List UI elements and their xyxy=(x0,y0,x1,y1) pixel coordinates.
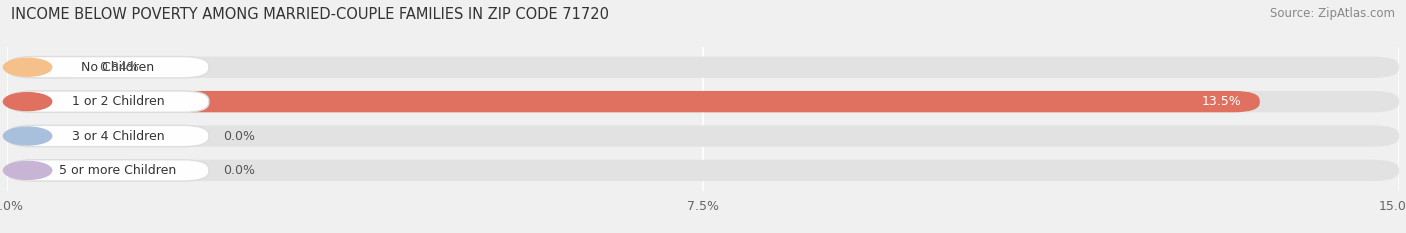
Circle shape xyxy=(3,58,52,76)
Text: 3 or 4 Children: 3 or 4 Children xyxy=(72,130,165,143)
FancyBboxPatch shape xyxy=(7,57,209,78)
Circle shape xyxy=(3,93,52,111)
FancyBboxPatch shape xyxy=(7,125,148,147)
FancyBboxPatch shape xyxy=(7,57,84,78)
Text: 0.0%: 0.0% xyxy=(222,164,254,177)
Text: 0.0%: 0.0% xyxy=(222,130,254,143)
Text: 0.84%: 0.84% xyxy=(98,61,139,74)
Text: No Children: No Children xyxy=(82,61,155,74)
FancyBboxPatch shape xyxy=(7,125,1399,147)
Text: 1 or 2 Children: 1 or 2 Children xyxy=(72,95,165,108)
FancyBboxPatch shape xyxy=(7,91,209,112)
FancyBboxPatch shape xyxy=(7,91,1260,112)
Text: INCOME BELOW POVERTY AMONG MARRIED-COUPLE FAMILIES IN ZIP CODE 71720: INCOME BELOW POVERTY AMONG MARRIED-COUPL… xyxy=(11,7,609,22)
FancyBboxPatch shape xyxy=(7,125,209,147)
FancyBboxPatch shape xyxy=(7,160,148,181)
FancyBboxPatch shape xyxy=(7,160,209,181)
Circle shape xyxy=(3,127,52,145)
Text: Source: ZipAtlas.com: Source: ZipAtlas.com xyxy=(1270,7,1395,20)
Text: 5 or more Children: 5 or more Children xyxy=(59,164,177,177)
Text: 13.5%: 13.5% xyxy=(1202,95,1241,108)
Circle shape xyxy=(3,161,52,179)
FancyBboxPatch shape xyxy=(7,160,1399,181)
FancyBboxPatch shape xyxy=(7,91,1399,112)
FancyBboxPatch shape xyxy=(7,57,1399,78)
